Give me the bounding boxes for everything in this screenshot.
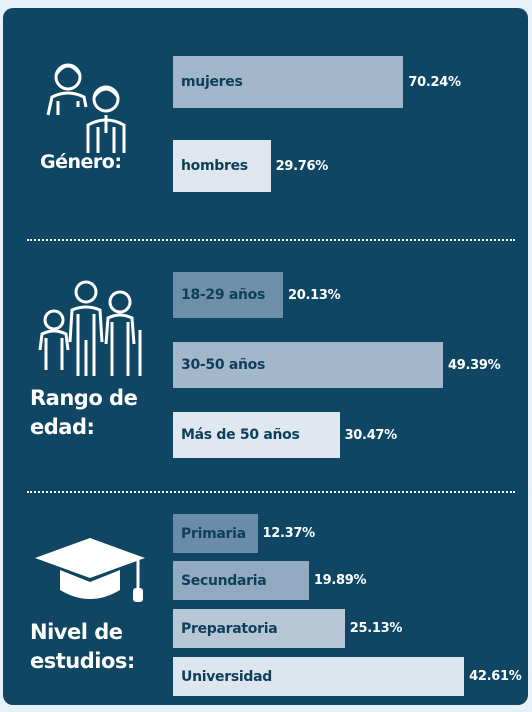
bar-label: Más de 50 años xyxy=(181,427,300,443)
bar-label: Universidad xyxy=(181,668,272,685)
value-label: 42.61% xyxy=(469,669,522,684)
bar xyxy=(173,609,345,648)
bar-label: 30-50 años xyxy=(181,357,266,373)
value-label: 29.76% xyxy=(275,158,329,174)
bar-label: hombres xyxy=(181,158,248,174)
section-title: Nivel de estudios: xyxy=(30,620,135,673)
section-title: Rango de edad: xyxy=(30,386,138,439)
bar-label: Primaria xyxy=(181,525,246,542)
gender-icon xyxy=(46,63,126,153)
value-label: 25.13% xyxy=(349,621,403,636)
section-title: Género: xyxy=(40,151,122,173)
bar xyxy=(173,140,271,192)
bar-label: mujeres xyxy=(181,74,243,90)
value-label: 19.89% xyxy=(313,573,367,588)
value-label: 70.24% xyxy=(408,74,461,90)
age-icon xyxy=(38,280,142,376)
bar xyxy=(173,412,340,458)
bar xyxy=(173,561,309,600)
separator xyxy=(27,239,515,241)
bar-label: 18-29 años xyxy=(181,287,266,303)
bar-label: Preparatoria xyxy=(181,620,278,637)
bar xyxy=(173,342,443,388)
bar-label: Secundaria xyxy=(181,572,267,589)
value-label: 20.13% xyxy=(288,287,341,303)
bar xyxy=(173,657,465,696)
value-label: 12.37% xyxy=(262,526,316,541)
bar xyxy=(173,56,404,108)
separator xyxy=(27,491,515,493)
value-label: 30.47% xyxy=(344,427,398,443)
graduation-icon xyxy=(35,538,145,602)
bar xyxy=(173,514,258,553)
value-label: 49.39% xyxy=(447,357,501,373)
bar xyxy=(173,272,284,318)
